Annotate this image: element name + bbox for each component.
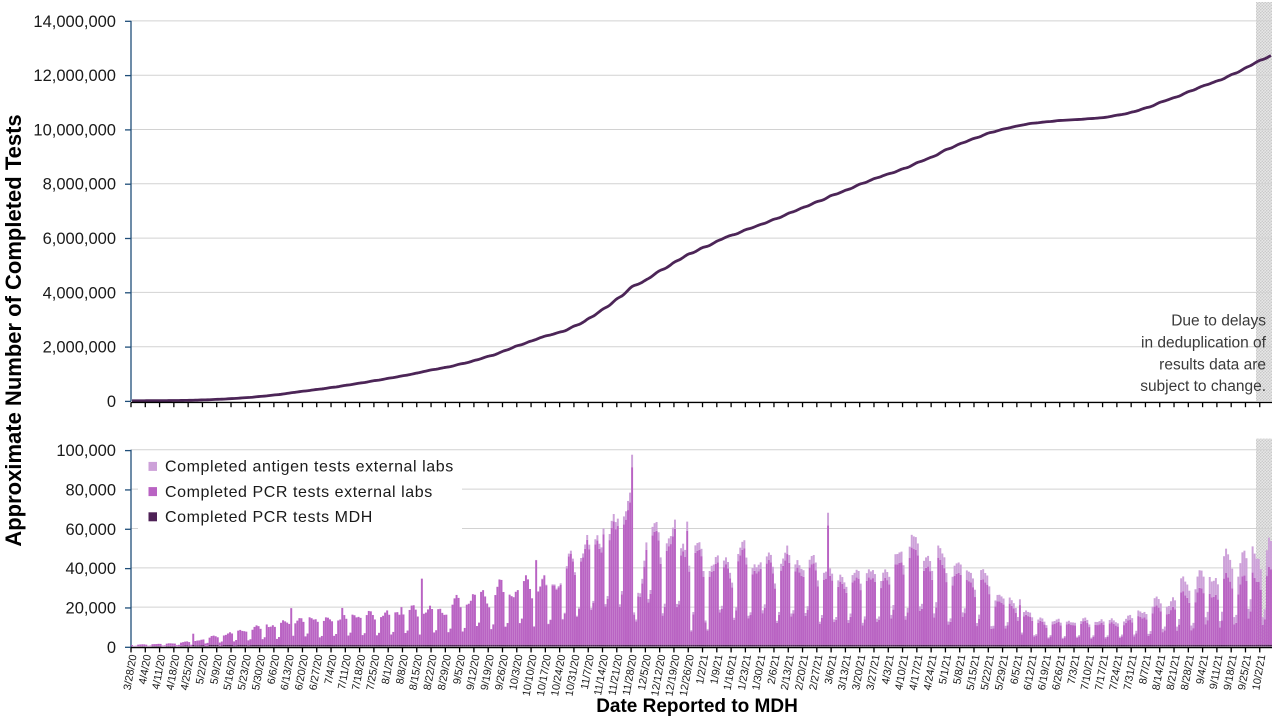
- svg-text:results data are: results data are: [1159, 356, 1266, 373]
- svg-text:Due to delays: Due to delays: [1171, 313, 1266, 330]
- svg-text:8,000,000: 8,000,000: [43, 176, 116, 194]
- svg-text:12,000,000: 12,000,000: [33, 67, 116, 85]
- svg-text:5/1/21: 5/1/21: [937, 654, 954, 686]
- svg-text:80,000: 80,000: [66, 481, 116, 499]
- svg-text:Date Reported to MDH: Date Reported to MDH: [596, 696, 798, 717]
- svg-text:8/7/21: 8/7/21: [1137, 654, 1154, 686]
- svg-text:0: 0: [107, 393, 116, 411]
- svg-text:60,000: 60,000: [66, 521, 116, 539]
- svg-text:4/4/20: 4/4/20: [137, 654, 154, 686]
- svg-text:20,000: 20,000: [66, 599, 116, 617]
- svg-text:6/6/20: 6/6/20: [266, 654, 283, 686]
- svg-text:8/8/20: 8/8/20: [394, 654, 411, 686]
- svg-text:40,000: 40,000: [66, 560, 116, 578]
- svg-text:7/3/21: 7/3/21: [1066, 654, 1083, 686]
- svg-text:2/6/21: 2/6/21: [766, 654, 783, 686]
- svg-text:5/8/21: 5/8/21: [951, 654, 968, 686]
- svg-text:in deduplication of: in deduplication of: [1141, 334, 1267, 351]
- svg-text:1/2/21: 1/2/21: [694, 654, 711, 686]
- svg-text:Completed PCR tests external l: Completed PCR tests external labs: [165, 484, 433, 501]
- svg-text:100,000: 100,000: [56, 442, 116, 460]
- svg-text:8/1/20: 8/1/20: [380, 654, 397, 686]
- svg-text:0: 0: [107, 639, 116, 657]
- svg-text:2,000,000: 2,000,000: [43, 339, 116, 357]
- svg-text:Completed PCR tests MDH: Completed PCR tests MDH: [165, 509, 373, 526]
- svg-text:subject to change.: subject to change.: [1140, 378, 1266, 395]
- svg-text:9/4/21: 9/4/21: [1194, 654, 1211, 686]
- svg-text:9/5/20: 9/5/20: [451, 654, 468, 686]
- svg-text:5/9/20: 5/9/20: [208, 654, 225, 686]
- svg-text:7/4/20: 7/4/20: [323, 654, 340, 686]
- svg-text:14,000,000: 14,000,000: [33, 13, 116, 31]
- svg-text:Completed antigen tests extern: Completed antigen tests external labs: [165, 459, 454, 476]
- svg-text:6/5/21: 6/5/21: [1009, 654, 1026, 686]
- svg-text:4/3/21: 4/3/21: [880, 654, 897, 686]
- svg-text:6,000,000: 6,000,000: [43, 230, 116, 248]
- svg-text:Approximate Number of Complete: Approximate Number of Completed Tests: [1, 114, 26, 546]
- svg-text:5/2/20: 5/2/20: [194, 654, 211, 686]
- svg-text:4,000,000: 4,000,000: [43, 284, 116, 302]
- svg-text:3/6/21: 3/6/21: [823, 654, 840, 686]
- svg-text:1/9/21: 1/9/21: [708, 654, 725, 686]
- svg-text:10,000,000: 10,000,000: [33, 121, 116, 139]
